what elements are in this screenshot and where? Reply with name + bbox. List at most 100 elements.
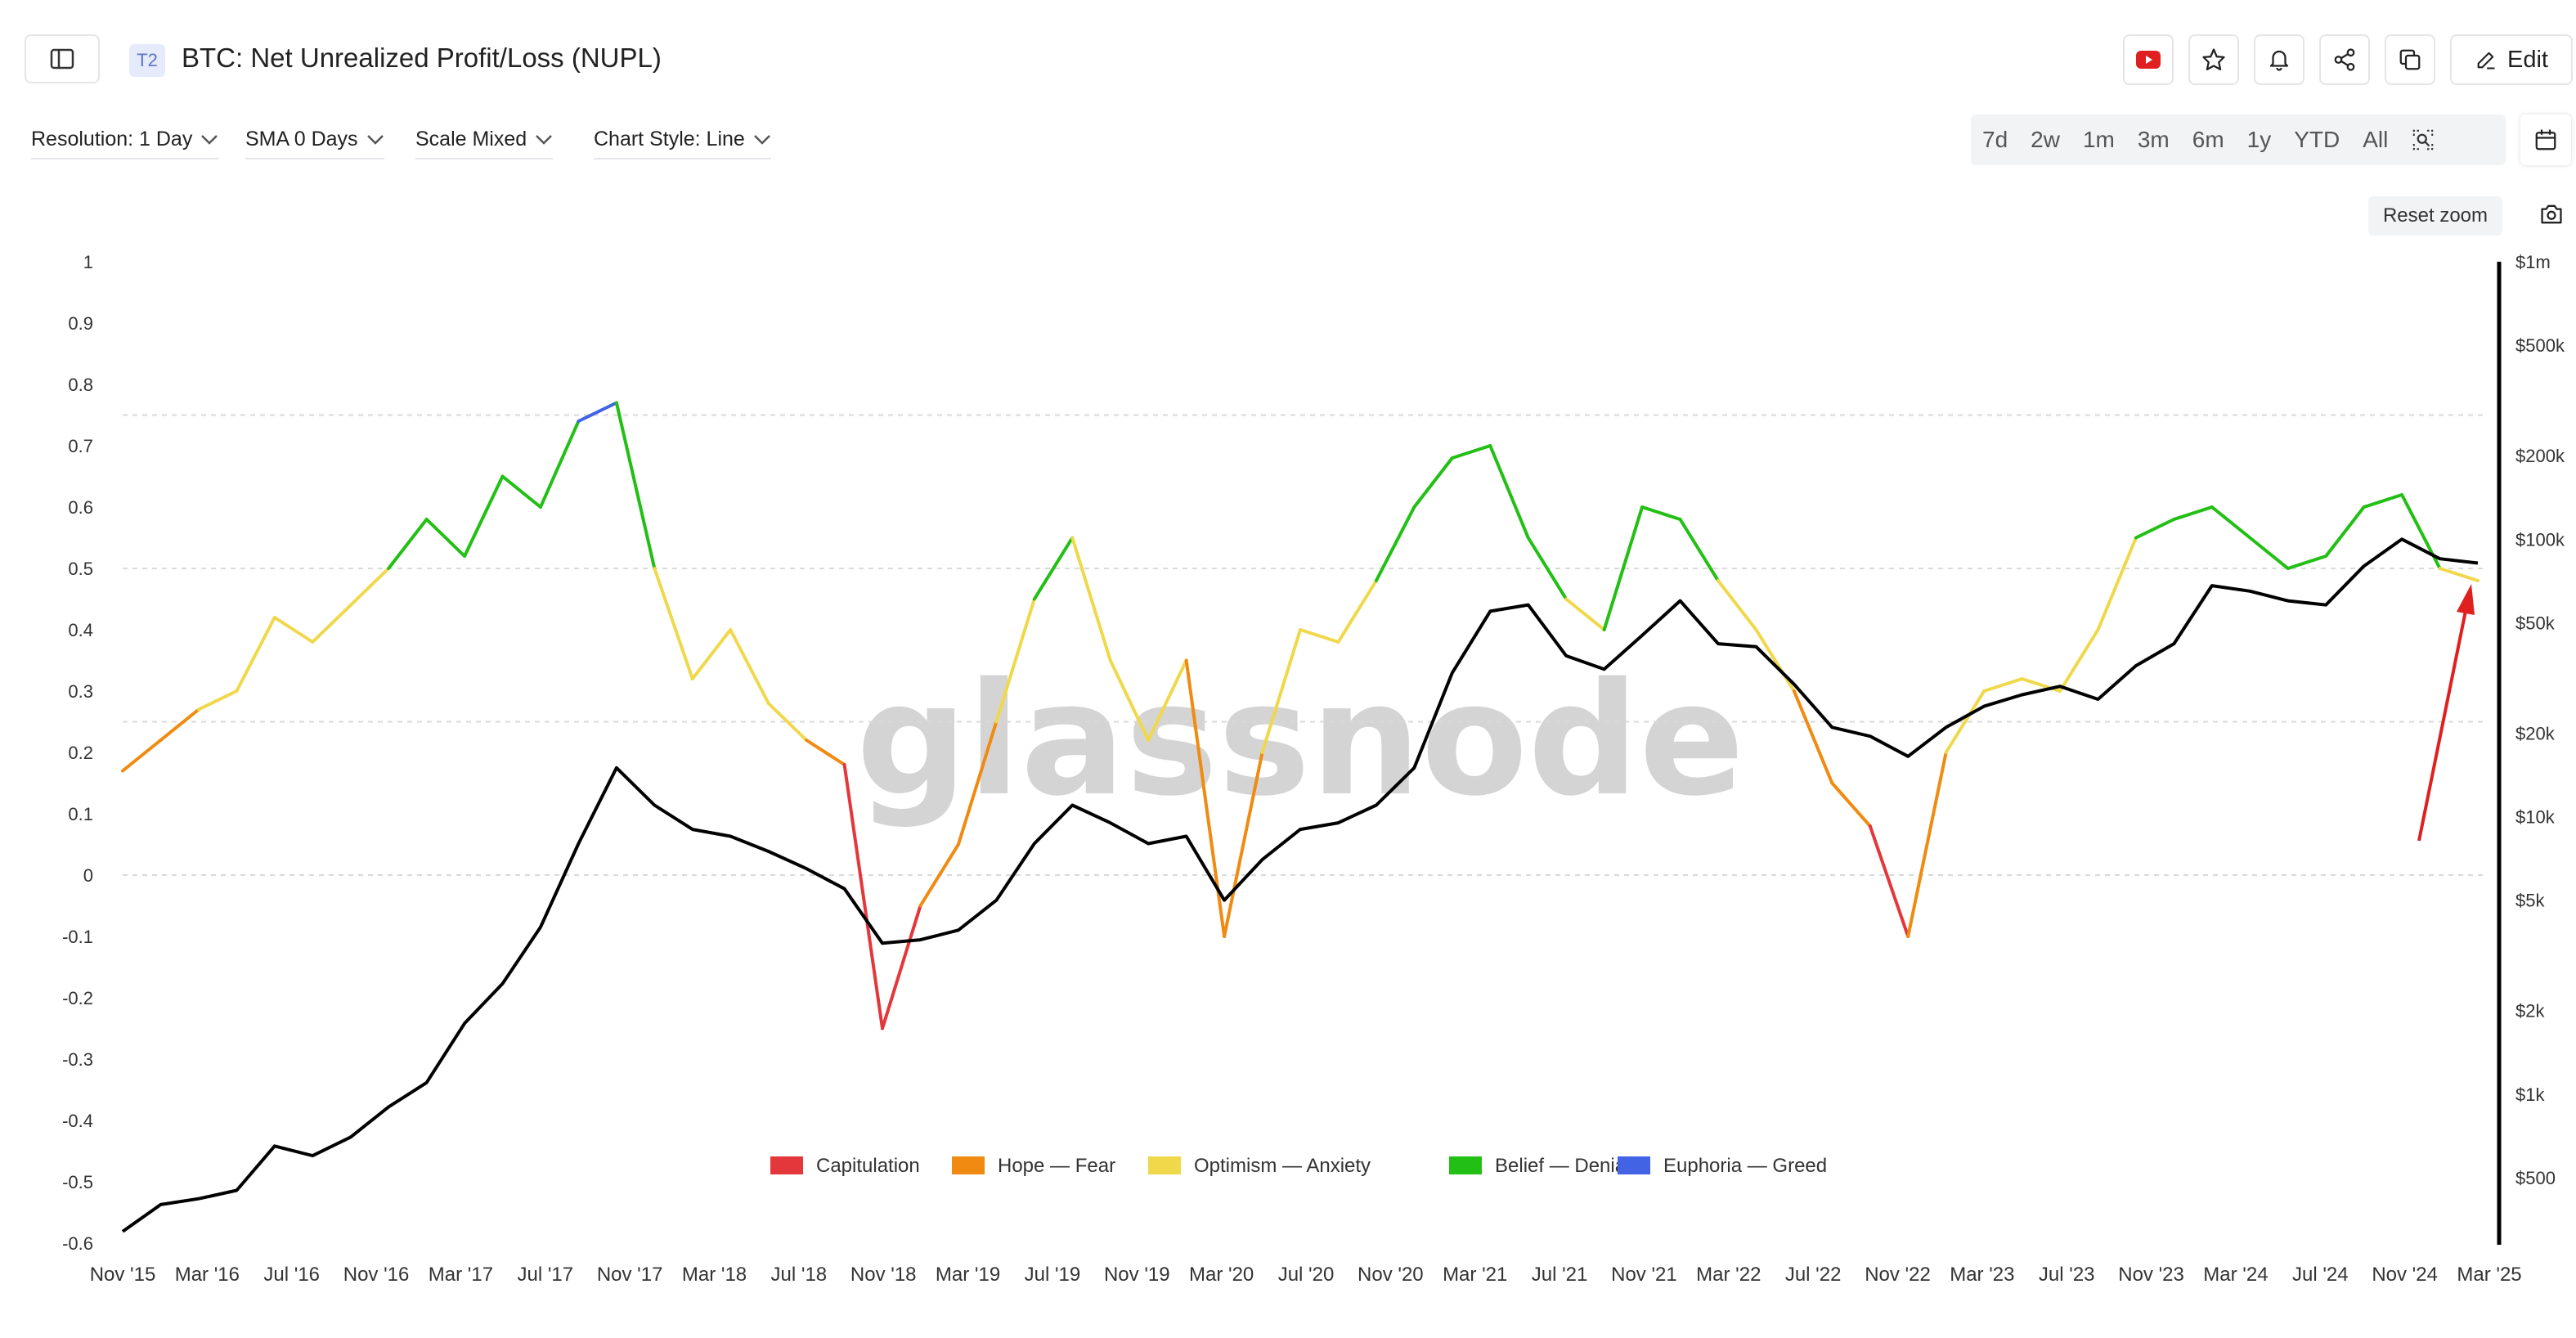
scale-dropdown[interactable]: Scale Mixed <box>415 128 554 159</box>
nupl-line-segment <box>424 518 467 558</box>
nupl-line-segment <box>159 707 200 742</box>
left-axis-tick-label: -0.4 <box>62 1111 93 1131</box>
nupl-line-segment <box>2438 567 2480 582</box>
nupl-line-segment <box>2286 555 2328 570</box>
legend-label: Hope — Fear <box>998 1155 1115 1177</box>
alert-button[interactable] <box>2254 34 2304 85</box>
x-axis-tick-label: Nov '24 <box>2372 1264 2438 1286</box>
nupl-line-segment <box>2210 505 2252 540</box>
x-axis-tick-label: Jul '18 <box>771 1264 828 1286</box>
x-axis-tick-label: Nov '17 <box>597 1264 663 1286</box>
left-axis-tick-label: -0.5 <box>62 1172 93 1192</box>
legend-item[interactable]: Euphoria — Greed <box>1618 1155 1827 1177</box>
time-range-selector: 7d 2w 1m 3m 6m 1y YTD All <box>1971 114 2506 165</box>
range-1y[interactable]: 1y <box>2246 127 2272 152</box>
legend-label: Euphoria — Greed <box>1663 1155 1827 1177</box>
chevron-down-icon <box>536 134 553 145</box>
right-axis-tick-label: $1m <box>2515 252 2551 272</box>
youtube-icon <box>2136 51 2161 69</box>
x-axis-tick-label: Jul '16 <box>263 1264 320 1286</box>
legend-swatch <box>952 1156 985 1174</box>
sidebar-toggle-button[interactable] <box>25 34 100 83</box>
x-axis-tick-label: Jul '19 <box>1025 1264 1081 1286</box>
right-axis-tick-label: $1k <box>2515 1084 2545 1105</box>
chart-style-label: Chart Style: Line <box>594 128 745 150</box>
nupl-line-segment <box>766 702 809 742</box>
range-7d[interactable]: 7d <box>1982 127 2008 152</box>
right-axis-tick-label: $2k <box>2515 1001 2545 1021</box>
range-ytd[interactable]: YTD <box>2294 127 2340 152</box>
left-axis-tick-label: 0.2 <box>68 743 93 763</box>
nupl-line-segment <box>1299 628 1340 644</box>
nupl-line-segment <box>235 616 276 693</box>
range-2w[interactable]: 2w <box>2031 127 2060 152</box>
nupl-line-segment <box>1678 518 1720 582</box>
nupl-line-segment <box>348 567 391 607</box>
edit-button-label: Edit <box>2507 46 2548 73</box>
nupl-line-segment <box>1716 579 1758 631</box>
duplicate-button[interactable] <box>2385 34 2435 85</box>
resolution-dropdown[interactable]: Resolution: 1 Day <box>31 128 219 159</box>
nupl-line-segment <box>1564 597 1606 631</box>
watermark: glassnode <box>856 649 1744 830</box>
screenshot-button[interactable] <box>2538 203 2565 230</box>
nupl-line-segment <box>272 616 315 644</box>
copy-icon <box>2399 49 2421 70</box>
left-axis-tick-label: 0 <box>83 865 93 886</box>
legend-label: Optimism — Anxiety <box>1194 1155 1371 1177</box>
nupl-line-segment <box>1260 628 1302 754</box>
reset-zoom-button[interactable]: Reset zoom <box>2368 196 2502 236</box>
range-all[interactable]: All <box>2363 127 2389 152</box>
sidebar-toggle-icon <box>50 48 74 70</box>
x-axis-tick-label: Nov '21 <box>1611 1264 1677 1286</box>
left-axis-tick-label: 0.8 <box>68 375 93 395</box>
zoom-search-icon <box>2413 129 2434 150</box>
nupl-line-segment <box>2248 536 2290 570</box>
right-axis-tick-label: $200k <box>2515 446 2565 466</box>
nupl-line-segment <box>842 763 885 1030</box>
range-3m[interactable]: 3m <box>2137 127 2170 152</box>
x-axis-tick-label: Jul '17 <box>517 1264 573 1286</box>
range-6m[interactable]: 6m <box>2192 127 2224 152</box>
annotation-arrow-head <box>2457 584 2475 615</box>
x-axis-tick-label: Jul '21 <box>1532 1264 1588 1286</box>
chevron-down-icon <box>366 134 384 145</box>
x-axis-tick-label: Mar '25 <box>2457 1264 2521 1286</box>
top-bar: T2 BTC: Net Unrealized Profit/Loss (NUPL… <box>0 0 2576 114</box>
tier-badge: T2 <box>129 44 165 77</box>
x-axis-tick-label: Nov '19 <box>1104 1264 1170 1286</box>
nupl-line-segment <box>1982 677 2024 693</box>
nupl-line-segment <box>2058 628 2100 693</box>
legend-item[interactable]: Optimism — Anxiety <box>1148 1155 1371 1177</box>
bell-icon <box>2269 50 2289 71</box>
nupl-chart[interactable]: glassnode 1 0.9 0.8 0.7 0.6 0.5 0.4 0.3 0.2 0.1 0 -… <box>0 237 2576 1338</box>
nupl-line-segment <box>1488 444 1530 540</box>
edit-button[interactable]: Edit <box>2450 34 2573 85</box>
nupl-line-segment <box>1526 536 1568 601</box>
legend-item[interactable]: Belief — Denial <box>1449 1155 1630 1177</box>
sma-dropdown[interactable]: SMA 0 Days <box>245 128 384 159</box>
zoom-select-button[interactable] <box>2399 128 2447 152</box>
nupl-line-segment <box>2362 493 2404 509</box>
favorite-button[interactable] <box>2188 34 2239 85</box>
youtube-button[interactable] <box>2123 34 2174 85</box>
x-axis-tick-label: Mar '22 <box>1696 1264 1761 1286</box>
right-axis-tick-label: $500k <box>2515 335 2565 356</box>
left-axis-tick-label: 0.1 <box>68 804 93 824</box>
left-axis-tick-label: 0.4 <box>68 620 93 640</box>
nupl-line-segment <box>500 474 542 509</box>
nupl-line-segment <box>1944 689 1986 754</box>
chart-style-dropdown[interactable]: Chart Style: Line <box>594 128 771 159</box>
legend-item[interactable]: Hope — Fear <box>952 1155 1115 1177</box>
resolution-label: Resolution: 1 Day <box>31 128 193 150</box>
date-picker-button[interactable] <box>2520 114 2571 165</box>
share-button[interactable] <box>2319 34 2370 85</box>
calendar-icon <box>2535 129 2556 150</box>
nupl-line-segment <box>805 739 846 766</box>
camera-icon <box>2541 204 2562 224</box>
nupl-line-segment <box>1108 658 1151 742</box>
range-1m[interactable]: 1m <box>2082 127 2115 152</box>
legend-item[interactable]: Capitulation <box>770 1155 920 1177</box>
x-axis-tick-label: Mar '18 <box>682 1264 747 1286</box>
star-icon <box>2202 48 2225 70</box>
